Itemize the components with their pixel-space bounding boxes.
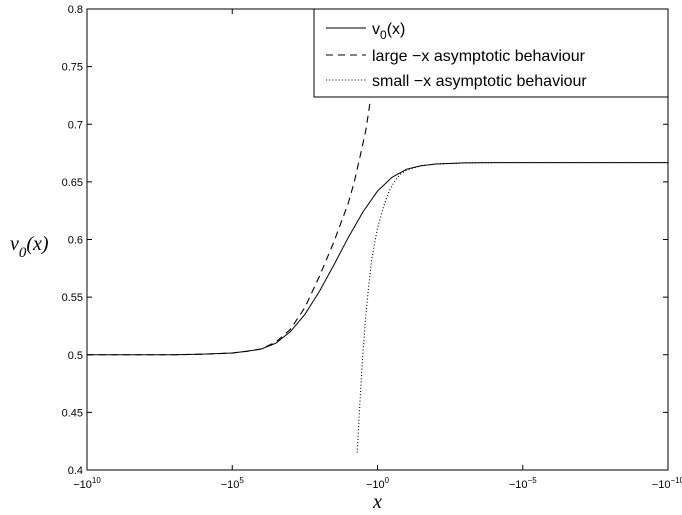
x-tick-exponent: 5	[239, 476, 244, 485]
series-line-dotted	[356, 162, 668, 453]
x-axis-title: x	[372, 491, 382, 513]
x-tick-label: −10−5	[509, 476, 537, 491]
y-axis-title: v0(x)	[10, 233, 49, 261]
x-tick-exponent: −5	[528, 476, 538, 485]
x-tick-label: −10−10	[652, 476, 682, 491]
y-tick-label: 0.7	[68, 119, 83, 131]
x-tick-exponent: −10	[671, 476, 682, 485]
legend-label: small −x asymptotic behaviour	[372, 73, 587, 90]
legend: v0(x) large −x asymptotic behaviour small …	[313, 8, 669, 98]
y-tick-label: 0.55	[62, 292, 83, 304]
x-tick-label: −105	[221, 476, 245, 491]
axis-labels: x v0(x)	[10, 233, 382, 513]
y-tick-label: 0.4	[68, 465, 83, 477]
x-tick-exponent: 10	[92, 476, 101, 485]
legend-box	[313, 8, 669, 98]
y-tick-label: 0.65	[62, 177, 83, 189]
series-line-dashed	[87, 101, 371, 356]
x-tick-exponent: 0	[385, 476, 390, 485]
y-tick-label: 0.75	[62, 62, 83, 74]
x-tick-label: −100	[366, 476, 390, 491]
y-tick-label: 0.6	[68, 235, 83, 247]
x-axis: −1010 −105 −100 −10−5 −10−10	[73, 9, 682, 491]
y-axis: 0.4 0.45 0.5 0.55 0.6 0.65 0.7 0.75 0.8	[62, 4, 668, 477]
y-tick-label: 0.5	[68, 350, 83, 362]
series-layer	[87, 101, 668, 453]
legend-label: large −x asymptotic behaviour	[372, 48, 586, 65]
x-tick-label: −1010	[73, 476, 101, 491]
y-tick-label: 0.8	[68, 4, 83, 16]
legend-label: v0(x)	[372, 21, 405, 42]
y-tick-label: 0.45	[62, 407, 83, 419]
